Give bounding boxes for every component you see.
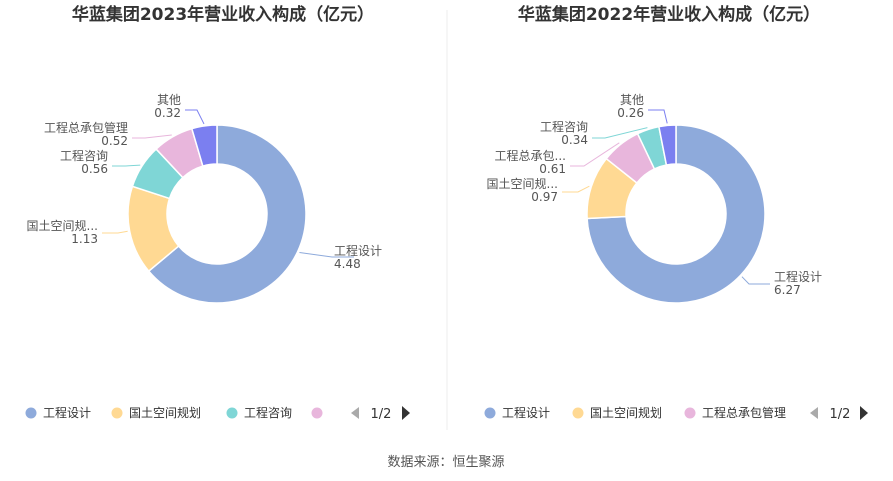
legend-item[interactable]: 工程咨询 [244,405,292,420]
leader-line [562,185,590,193]
leader-line [102,230,128,234]
slice-value: 0.97 [531,190,558,204]
slice-value: 0.56 [81,162,108,176]
legend-2022: 工程设计 国土空间规划 工程总承包管理 [484,405,786,420]
slice-value: 0.34 [561,133,588,147]
slice-工程设计[interactable] [586,124,766,304]
legend-dot [111,407,123,419]
slice-label: 工程咨询 [60,148,108,163]
slice-label: 工程设计 [334,243,382,258]
chart-2023: 华蓝集团2023年营业收入构成（亿元） 工程设计4.48国土空间规...1.13… [25,4,410,422]
pager-prev-icon[interactable] [810,407,818,419]
pager-prev-icon[interactable] [351,407,359,419]
legend-dot [25,407,37,419]
slice-value: 0.52 [101,134,128,148]
pager-text-2023: 1/2 [371,407,392,422]
slice-value: 4.48 [334,257,361,271]
slice-value: 1.13 [71,232,98,246]
leader-line [299,252,354,258]
pager-next-icon[interactable] [402,406,410,420]
leader-line [741,276,770,285]
leader-line [112,164,141,167]
slice-label: 工程总承包管理 [44,120,128,135]
slice-label: 工程设计 [774,269,822,284]
leader-line [592,127,648,139]
leader-line [570,142,620,167]
donut-2022 [586,124,766,304]
donut-2023 [127,124,307,304]
slice-工程设计[interactable] [147,124,307,304]
leader-line [132,134,172,139]
slice-其他[interactable] [190,124,218,167]
leader-line [185,109,205,125]
pager-text-2022: 1/2 [830,407,851,422]
legend-dot [684,407,696,419]
slice-label: 工程总承包... [495,148,566,163]
slice-value: 6.27 [774,283,801,297]
legend-dot [572,407,584,419]
legend-pager-2022: 1/2 [810,406,868,422]
legend-2023: 工程设计 国土空间规划 工程咨询 [25,405,323,420]
slice-label: 工程咨询 [540,119,588,134]
legend-item[interactable]: 国土空间规划 [590,405,662,420]
legend-item[interactable]: 工程总承包管理 [702,405,786,420]
slice-value: 0.32 [154,106,181,120]
slice-value: 0.61 [539,162,566,176]
chart-2022: 华蓝集团2022年营业收入构成（亿元） 工程设计6.27国土空间规...0.97… [484,4,868,422]
slice-label: 国土空间规... [487,176,558,191]
legend-pager-2023: 1/2 [351,406,410,422]
slice-label: 其他 [620,93,644,107]
slice-其他[interactable] [658,124,677,166]
pager-next-icon[interactable] [860,406,868,420]
legend-dot [311,407,323,419]
legend-dot [484,407,496,419]
leader-line [648,109,668,124]
legend-dot [226,407,238,419]
data-source: 数据来源：恒生聚源 [387,455,504,470]
chart-title-2023: 华蓝集团2023年营业收入构成（亿元） [72,4,374,25]
legend-item[interactable]: 工程设计 [43,405,91,420]
legend-item[interactable]: 工程设计 [502,405,550,420]
slice-value: 0.26 [617,106,644,120]
legend-item[interactable]: 国土空间规划 [129,405,201,420]
slice-label: 国土空间规... [27,218,98,233]
slice-label: 其他 [157,93,181,107]
chart-title-2022: 华蓝集团2022年营业收入构成（亿元） [518,4,820,25]
